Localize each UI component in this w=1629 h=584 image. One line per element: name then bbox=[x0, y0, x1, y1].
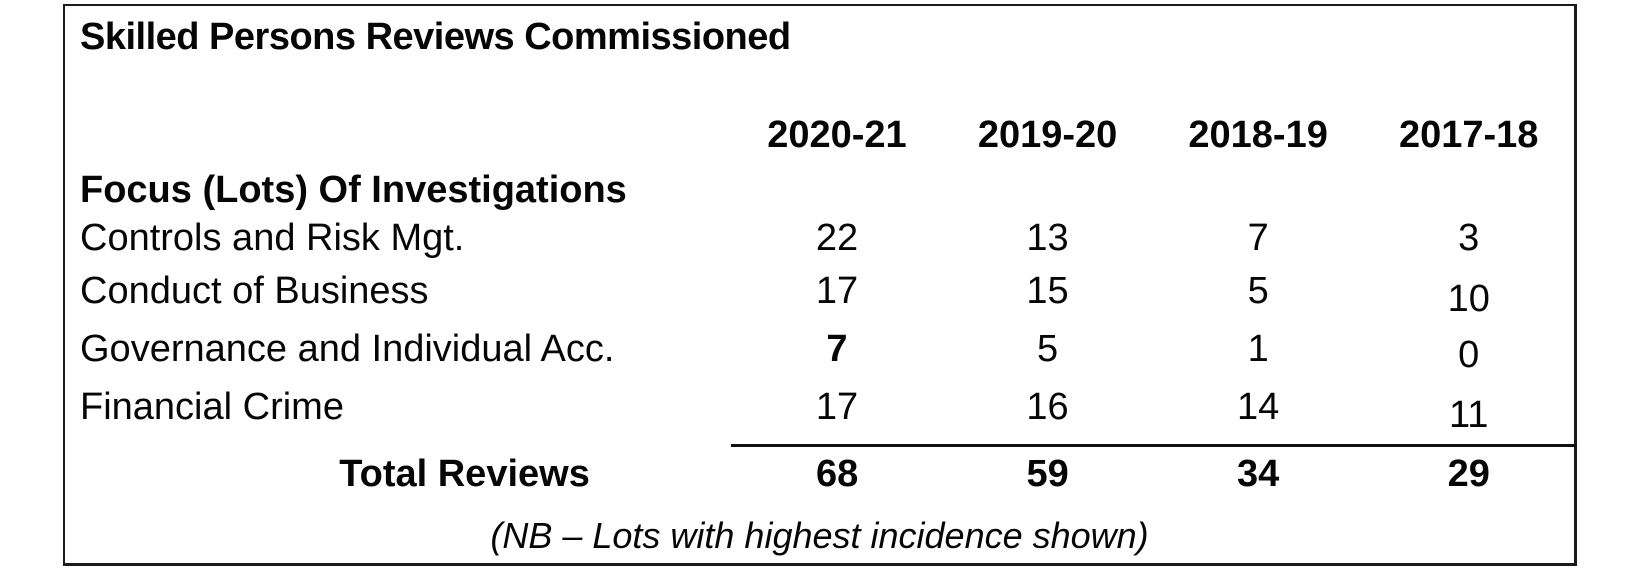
total-value: 34 bbox=[1237, 453, 1280, 495]
row-label: Financial Crime bbox=[80, 386, 344, 428]
row-label: Conduct of Business bbox=[80, 270, 429, 312]
cell-value: 5 bbox=[1036, 328, 1059, 370]
cell-value: 14 bbox=[1236, 386, 1280, 428]
table-footnote: (NB – Lots with highest incidence shown) bbox=[490, 515, 1149, 556]
table-header-row: 2020-21 2019-20 2018-19 2017-18 bbox=[65, 116, 1574, 154]
table-row-conduct-of-business: Conduct of Business 17 15 5 10 bbox=[65, 270, 1574, 318]
totals-divider-line bbox=[731, 444, 1577, 447]
table-title: Skilled Persons Reviews Commissioned bbox=[80, 16, 791, 58]
skilled-persons-reviews-table: Skilled Persons Reviews Commissioned 202… bbox=[63, 4, 1577, 566]
column-header-2017-18: 2017-18 bbox=[1398, 114, 1539, 156]
cell-value: 5 bbox=[1247, 270, 1269, 312]
cell-value: 7 bbox=[826, 328, 848, 370]
cell-value: 0 bbox=[1458, 334, 1480, 376]
cell-value: 17 bbox=[815, 386, 859, 428]
row-label: Governance and Individual Acc. bbox=[80, 328, 615, 370]
cell-value: 22 bbox=[815, 217, 859, 259]
cell-value: 16 bbox=[1026, 386, 1069, 428]
row-label: Controls and Risk Mgt. bbox=[80, 217, 465, 259]
cell-value: 10 bbox=[1447, 278, 1490, 320]
total-value: 59 bbox=[1026, 453, 1069, 495]
section-label: Focus (Lots) Of Investigations bbox=[80, 169, 627, 211]
column-header-2018-19: 2018-19 bbox=[1188, 114, 1328, 156]
cell-value: 15 bbox=[1026, 270, 1069, 312]
cell-value: 1 bbox=[1247, 328, 1269, 370]
total-value: 29 bbox=[1447, 453, 1490, 495]
cell-value: 17 bbox=[815, 270, 859, 312]
table-row-governance-and-individual-acc: Governance and Individual Acc. 7 5 1 0 bbox=[65, 328, 1574, 374]
column-header-2019-20: 2019-20 bbox=[977, 114, 1118, 156]
column-header-2020-21: 2020-21 bbox=[767, 114, 907, 156]
cell-value: 13 bbox=[1026, 217, 1069, 259]
totals-label: Total Reviews bbox=[339, 453, 590, 495]
totals-row: Total Reviews 68 59 34 29 bbox=[65, 455, 1574, 493]
total-value: 68 bbox=[815, 453, 859, 495]
table-row-controls-and-risk-mgt: Controls and Risk Mgt. 22 13 7 3 bbox=[65, 219, 1574, 257]
cell-value: 11 bbox=[1448, 394, 1489, 436]
table-row-financial-crime: Financial Crime 17 16 14 11 bbox=[65, 386, 1574, 434]
cell-value: 3 bbox=[1458, 217, 1480, 259]
cell-value: 7 bbox=[1247, 217, 1269, 259]
